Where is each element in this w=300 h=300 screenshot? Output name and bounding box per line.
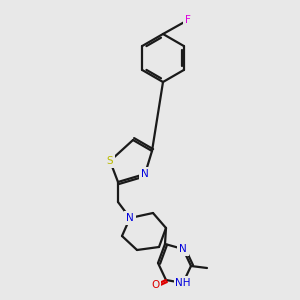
Text: N: N	[141, 169, 149, 179]
Text: O: O	[151, 280, 159, 290]
Text: N: N	[179, 244, 187, 254]
Text: N: N	[126, 213, 134, 223]
Text: S: S	[107, 156, 113, 166]
Text: F: F	[185, 15, 191, 25]
Text: NH: NH	[175, 278, 191, 288]
